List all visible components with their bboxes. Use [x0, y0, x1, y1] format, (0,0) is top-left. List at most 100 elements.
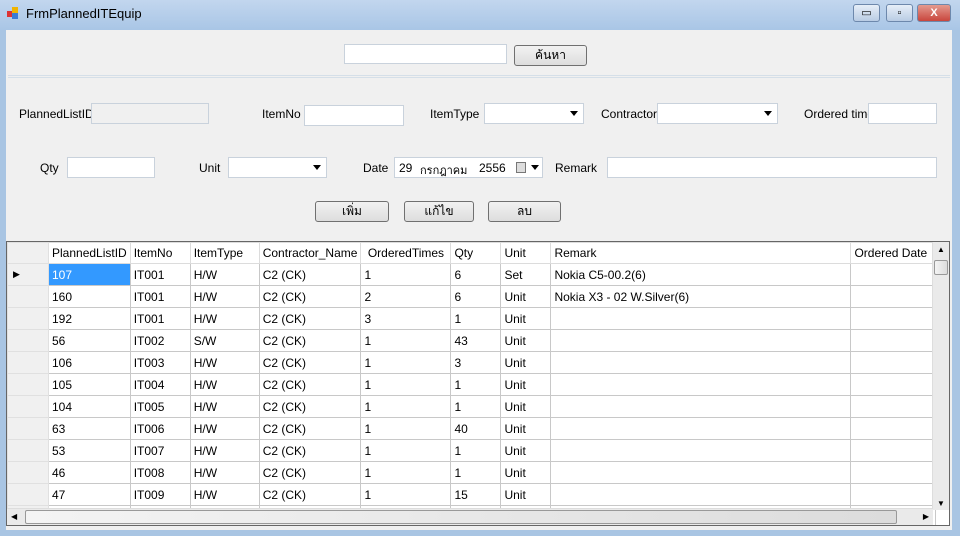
unit-dropdown[interactable]: [228, 157, 327, 178]
table-cell[interactable]: 2: [360, 285, 452, 308]
table-cell[interactable]: IT004: [129, 373, 191, 396]
row-header[interactable]: [7, 329, 49, 352]
search-button[interactable]: ค้นหา: [514, 45, 587, 66]
table-cell[interactable]: C2 (CK): [258, 483, 362, 506]
table-cell[interactable]: 105: [48, 373, 131, 396]
delete-button[interactable]: ลบ: [488, 201, 561, 222]
table-row[interactable]: 56 IT002 S/W C2 (CK) 1 43 Unit: [7, 329, 937, 352]
table-cell[interactable]: [550, 307, 852, 330]
table-row[interactable]: 104 IT005 H/W C2 (CK) 1 1 Unit: [7, 395, 937, 418]
table-cell[interactable]: Unit: [500, 439, 552, 462]
table-cell[interactable]: 6: [450, 263, 502, 286]
table-cell[interactable]: [850, 461, 937, 484]
item-no-field[interactable]: [304, 105, 404, 126]
table-cell[interactable]: 1: [360, 351, 452, 374]
table-cell[interactable]: Unit: [500, 461, 552, 484]
table-cell[interactable]: C2 (CK): [258, 351, 362, 374]
table-cell[interactable]: [850, 417, 937, 440]
table-cell[interactable]: C2 (CK): [258, 461, 362, 484]
maximize-button[interactable]: ▫: [886, 4, 913, 22]
table-cell[interactable]: 15: [450, 483, 502, 506]
table-cell[interactable]: IT002: [129, 329, 191, 352]
date-picker[interactable]: 29 กรกฎาคม 2556: [394, 157, 543, 178]
date-day[interactable]: 29: [399, 161, 413, 175]
table-cell[interactable]: 3: [450, 351, 502, 374]
scroll-left-icon[interactable]: ◀: [11, 512, 18, 521]
table-cell[interactable]: H/W: [189, 351, 260, 374]
table-cell[interactable]: S/W: [189, 329, 260, 352]
table-cell[interactable]: C2 (CK): [258, 285, 362, 308]
table-cell[interactable]: [550, 439, 852, 462]
table-cell[interactable]: 106: [48, 351, 131, 374]
vertical-scroll-thumb[interactable]: [934, 260, 948, 275]
table-cell[interactable]: [850, 395, 937, 418]
calendar-icon[interactable]: [516, 162, 526, 173]
column-header[interactable]: PlannedListID: [48, 242, 131, 264]
table-row[interactable]: ▶ 107 IT001 H/W C2 (CK) 1 6 Set Nokia C5-00.2(6): [7, 263, 937, 286]
table-cell[interactable]: C2 (CK): [258, 373, 362, 396]
table-cell[interactable]: Unit: [500, 395, 552, 418]
table-cell[interactable]: Unit: [500, 373, 552, 396]
table-cell[interactable]: 1: [360, 417, 452, 440]
column-header[interactable]: ItemType: [189, 242, 260, 264]
table-cell[interactable]: 1: [360, 263, 452, 286]
row-header[interactable]: [7, 285, 49, 308]
close-button[interactable]: X: [917, 4, 951, 22]
table-cell[interactable]: [850, 351, 937, 374]
table-cell[interactable]: IT009: [129, 483, 191, 506]
table-cell[interactable]: Nokia X3 - 02 W.Silver(6): [550, 285, 852, 308]
table-cell[interactable]: 1: [450, 461, 502, 484]
table-cell[interactable]: Set: [500, 263, 552, 286]
table-cell[interactable]: C2 (CK): [258, 395, 362, 418]
table-cell[interactable]: 160: [48, 285, 131, 308]
table-cell[interactable]: [550, 395, 852, 418]
column-header[interactable]: ItemNo: [129, 242, 191, 264]
search-input[interactable]: [344, 44, 507, 64]
table-cell[interactable]: Unit: [500, 351, 552, 374]
scroll-up-icon[interactable]: ▲: [937, 245, 945, 254]
table-cell[interactable]: [550, 373, 852, 396]
table-cell[interactable]: Unit: [500, 307, 552, 330]
table-cell[interactable]: 1: [450, 307, 502, 330]
add-button[interactable]: เพิ่ม: [315, 201, 389, 222]
table-cell[interactable]: [850, 329, 937, 352]
table-cell[interactable]: IT001: [129, 263, 191, 286]
table-cell[interactable]: 40: [450, 417, 502, 440]
table-cell[interactable]: [850, 307, 937, 330]
table-cell[interactable]: IT001: [129, 285, 191, 308]
table-cell[interactable]: H/W: [189, 439, 260, 462]
horizontal-scroll-thumb[interactable]: [25, 510, 897, 524]
table-cell[interactable]: C2 (CK): [258, 439, 362, 462]
table-cell[interactable]: [850, 373, 937, 396]
table-cell[interactable]: [550, 461, 852, 484]
date-month[interactable]: กรกฎาคม: [420, 165, 468, 177]
table-cell[interactable]: C2 (CK): [258, 329, 362, 352]
table-cell[interactable]: 1: [450, 373, 502, 396]
contractor-dropdown[interactable]: [657, 103, 778, 124]
row-header[interactable]: [7, 483, 49, 506]
table-cell[interactable]: [550, 417, 852, 440]
table-cell[interactable]: Nokia C5-00.2(6): [550, 263, 852, 286]
table-cell[interactable]: IT001: [129, 307, 191, 330]
table-cell[interactable]: 104: [48, 395, 131, 418]
table-cell[interactable]: 3: [360, 307, 452, 330]
table-cell[interactable]: 1: [360, 483, 452, 506]
table-cell[interactable]: H/W: [189, 461, 260, 484]
row-header[interactable]: [7, 373, 49, 396]
table-cell[interactable]: IT006: [129, 417, 191, 440]
column-header[interactable]: Remark: [550, 242, 852, 264]
scroll-down-icon[interactable]: ▼: [937, 499, 945, 508]
table-row[interactable]: 160 IT001 H/W C2 (CK) 2 6 Unit Nokia X3 - 02 W.…: [7, 285, 937, 308]
table-cell[interactable]: H/W: [189, 483, 260, 506]
table-cell[interactable]: 56: [48, 329, 131, 352]
minimize-button[interactable]: ▭: [853, 4, 880, 22]
table-row[interactable]: 53 IT007 H/W C2 (CK) 1 1 Unit: [7, 439, 937, 462]
remark-field[interactable]: [607, 157, 937, 178]
table-cell[interactable]: 1: [360, 329, 452, 352]
table-row[interactable]: 47 IT009 H/W C2 (CK) 1 15 Unit: [7, 483, 937, 506]
table-cell[interactable]: 1: [360, 395, 452, 418]
table-cell[interactable]: 192: [48, 307, 131, 330]
table-cell[interactable]: [850, 483, 937, 506]
row-header[interactable]: [7, 351, 49, 374]
table-cell[interactable]: C2 (CK): [258, 263, 362, 286]
